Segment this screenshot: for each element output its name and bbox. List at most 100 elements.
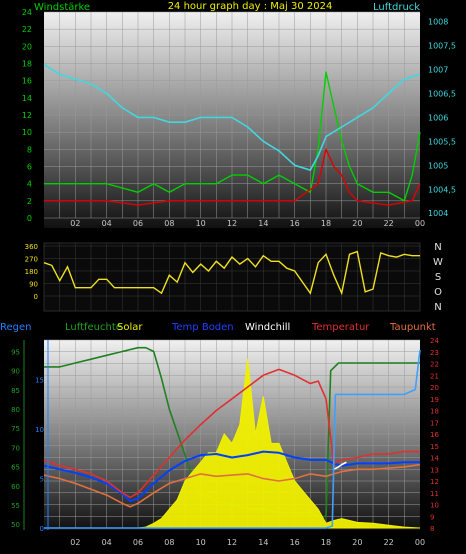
direction-tick-label: 90 bbox=[29, 281, 38, 289]
temperature-tick-label: 15 bbox=[430, 443, 439, 451]
x-tick-label: 16 bbox=[290, 219, 300, 228]
compass-label: W bbox=[433, 257, 443, 268]
humidity-tick-label: 70 bbox=[11, 444, 20, 452]
temperature-tick-label: 21 bbox=[430, 372, 439, 380]
legend-label: Solar bbox=[117, 322, 143, 333]
x-tick-label: 00 bbox=[415, 219, 425, 228]
wind-tick-label: 18 bbox=[22, 60, 32, 69]
humidity-tick-label: 80 bbox=[11, 406, 20, 414]
panel1-series bbox=[43, 64, 421, 206]
legend-label: Taupunkt bbox=[389, 322, 436, 333]
wind-tick-label: 10 bbox=[22, 128, 32, 137]
wind-tick-label: 22 bbox=[22, 25, 32, 34]
direction-tick-label: 360 bbox=[25, 243, 38, 251]
x-tick-label: 06 bbox=[133, 538, 143, 547]
x-tick-label: 02 bbox=[70, 538, 80, 547]
rain-tick-label: 5 bbox=[40, 476, 44, 484]
x-tick-label: 22 bbox=[384, 538, 394, 547]
x-tick-label: 08 bbox=[164, 219, 174, 228]
panel1-right-axis-title: Luftdruck bbox=[373, 2, 420, 13]
series-line-temperatur bbox=[43, 368, 420, 499]
wind-tick-label: 0 bbox=[27, 214, 32, 223]
panel2-series bbox=[43, 250, 420, 296]
humidity-tick-label: 55 bbox=[11, 502, 20, 510]
pressure-tick-label: 1004 bbox=[428, 209, 448, 218]
x-tick-label: 06 bbox=[133, 219, 143, 228]
pressure-tick-label: 1004,5 bbox=[428, 185, 456, 194]
wind-pressure-panel: Windstärke 24 hour graph day : Maj 30 20… bbox=[22, 1, 456, 228]
series-line-taupunkt bbox=[43, 463, 421, 508]
panel3-feuchte-ticks: 50 55 60 65 70 75 80 85 90 95 bbox=[11, 349, 20, 530]
x-tick-label: 00 bbox=[415, 538, 425, 547]
humidity-tick-label: 50 bbox=[11, 521, 20, 529]
x-tick-label: 22 bbox=[384, 219, 394, 228]
x-tick-label: 18 bbox=[321, 538, 331, 547]
temperature-tick-label: 20 bbox=[430, 384, 439, 392]
panel3-x-ticks: 02 04 06 08 10 12 14 16 18 20 22 00 bbox=[70, 538, 425, 547]
x-tick-label: 16 bbox=[290, 538, 300, 547]
rain-tick-label: 10 bbox=[35, 426, 44, 434]
pressure-tick-label: 1006,5 bbox=[428, 89, 456, 98]
humidity-tick-label: 60 bbox=[11, 483, 20, 491]
temperature-tick-label: 11 bbox=[430, 490, 439, 498]
temperature-tick-label: 19 bbox=[430, 396, 439, 404]
compass-label: N bbox=[434, 302, 441, 313]
legend-label: Temperatur bbox=[311, 322, 370, 333]
pressure-tick-label: 1007 bbox=[428, 65, 448, 74]
direction-tick-label: 270 bbox=[25, 256, 38, 264]
series-area-solar bbox=[44, 358, 421, 529]
temperature-tick-label: 9 bbox=[430, 513, 434, 521]
humidity-tick-label: 90 bbox=[11, 368, 20, 376]
pressure-tick-label: 1005 bbox=[428, 161, 448, 170]
temperature-tick-label: 8 bbox=[430, 525, 434, 533]
series-line-regen bbox=[44, 349, 421, 529]
humidity-tick-label: 75 bbox=[11, 425, 20, 433]
x-tick-label: 04 bbox=[102, 219, 112, 228]
temperature-tick-label: 13 bbox=[430, 466, 439, 474]
wind-tick-label: 20 bbox=[22, 42, 32, 51]
temperature-tick-label: 17 bbox=[430, 419, 439, 427]
series-line-temp-boden bbox=[43, 450, 420, 502]
wind-tick-label: 24 bbox=[22, 8, 32, 17]
x-tick-label: 10 bbox=[196, 538, 206, 547]
series-line-böen bbox=[44, 148, 421, 206]
x-tick-label: 02 bbox=[70, 219, 80, 228]
panel3-series bbox=[43, 346, 421, 529]
panel3-temp-ticks: 8 9 10 11 12 13 14 15 16 17 18 19 20 21 22 23 24 bbox=[430, 337, 439, 533]
legend-label: Windchill bbox=[245, 322, 290, 333]
wind-tick-label: 16 bbox=[22, 77, 32, 86]
x-tick-label: 18 bbox=[321, 219, 331, 228]
wind-tick-label: 6 bbox=[27, 163, 32, 172]
x-tick-label: 20 bbox=[352, 219, 362, 228]
x-tick-label: 20 bbox=[352, 538, 362, 547]
pressure-tick-label: 1008 bbox=[428, 18, 448, 27]
temperature-tick-label: 23 bbox=[430, 349, 439, 357]
compass-label: O bbox=[434, 287, 442, 298]
compass-label: N bbox=[434, 242, 441, 253]
series-line-luftdruck bbox=[43, 64, 421, 171]
temperature-tick-label: 24 bbox=[430, 337, 439, 345]
direction-tick-label: 0 bbox=[34, 293, 38, 301]
temperature-tick-label: 18 bbox=[430, 408, 439, 416]
panel3-regen-ticks: 0 5 10 15 bbox=[35, 377, 44, 533]
humidity-tick-label: 65 bbox=[11, 464, 20, 472]
legend-label: Luftfeuchte bbox=[65, 322, 122, 333]
compass-label: S bbox=[435, 272, 441, 283]
panel1-left-axis-title: Windstärke bbox=[34, 2, 90, 13]
temperature-tick-label: 10 bbox=[430, 502, 439, 510]
x-tick-label: 04 bbox=[102, 538, 112, 547]
pressure-tick-label: 1007,5 bbox=[428, 42, 456, 51]
wind-tick-label: 2 bbox=[27, 197, 32, 206]
temperature-tick-label: 16 bbox=[430, 431, 439, 439]
wind-tick-label: 14 bbox=[22, 94, 32, 103]
pressure-tick-label: 1005,5 bbox=[428, 137, 456, 146]
x-tick-label: 14 bbox=[258, 538, 268, 547]
humidity-tick-label: 85 bbox=[11, 387, 20, 395]
